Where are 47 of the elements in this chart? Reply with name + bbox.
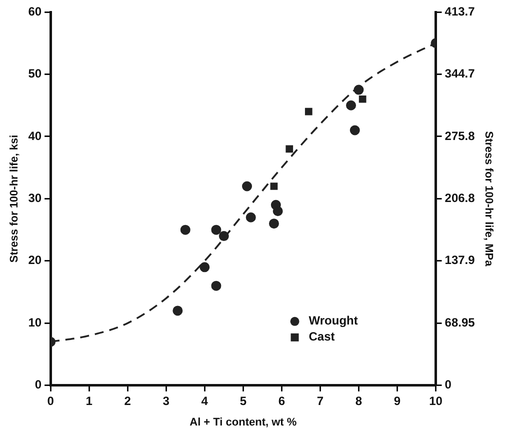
point (286, 145, 294, 153)
point (180, 224, 190, 235)
point (172, 306, 183, 316)
point (354, 84, 364, 95)
y-tick-label: 40 (28, 128, 42, 143)
legend-label: Wrought (308, 314, 358, 328)
x-tick-label: 6 (278, 394, 286, 408)
point (272, 206, 283, 216)
point (246, 212, 256, 222)
x-tick-label: 9 (394, 394, 401, 408)
y-tick-label: 0 (34, 378, 42, 392)
point (358, 95, 366, 103)
point (211, 224, 222, 235)
x-tick-label: 7 (316, 394, 324, 408)
y2-tick-label: 137.9 (444, 253, 476, 268)
y-tick-label: 50 (28, 66, 42, 81)
y2-tick-label: 344.7 (444, 66, 476, 81)
x-tick-label: 1 (86, 394, 93, 408)
x-tick-label: 10 (429, 394, 443, 408)
legend-label: Cast (308, 330, 335, 344)
x-tick-label: 3 (162, 394, 170, 408)
point (242, 181, 252, 192)
y2-tick-label: 0 (444, 378, 452, 392)
y-tick-label: 20 (28, 253, 42, 268)
y2-axis-title: Stress for 100-hr life, MPa (482, 131, 494, 268)
point (304, 108, 312, 116)
x-axis-title: Al + Ti content, wt % (190, 416, 297, 428)
point (218, 231, 229, 242)
y-tick-label: 10 (28, 315, 42, 330)
y2-tick-label: 206.8 (444, 191, 476, 206)
x-tick-label: 4 (201, 394, 208, 408)
point (346, 100, 356, 110)
x-tick-label: 0 (47, 394, 54, 408)
y2-tick-label: 275.8 (444, 128, 476, 143)
y2-tick-label: 413.7 (444, 4, 476, 18)
y2-tick-label: 68.95 (444, 315, 476, 330)
point (268, 218, 279, 229)
point (350, 125, 360, 136)
point (270, 182, 278, 190)
x-tick-label: 2 (124, 394, 132, 408)
y-tick-label: 60 (28, 4, 42, 18)
y-axis-title: Stress for 100-hr life, ksi (8, 134, 21, 263)
x-tick-label: 5 (240, 394, 247, 408)
y-tick-label: 30 (28, 191, 42, 206)
x-tick-label: 8 (355, 394, 362, 408)
point (211, 280, 222, 291)
point (200, 262, 210, 272)
